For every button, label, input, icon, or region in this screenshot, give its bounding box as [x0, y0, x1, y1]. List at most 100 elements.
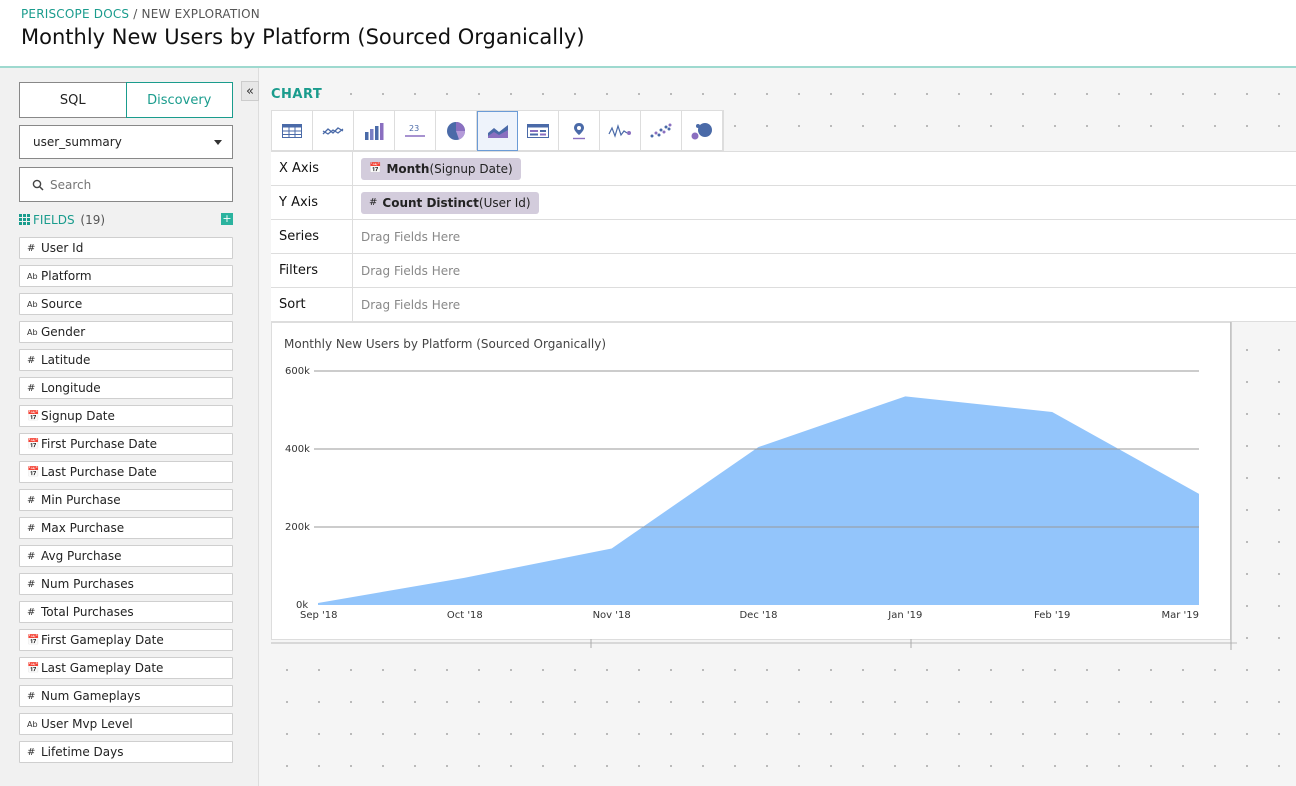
number-type-icon: #: [27, 690, 36, 702]
y-pill-function: Count Distinct: [382, 195, 479, 210]
collapse-sidebar-button[interactable]: «: [241, 81, 259, 101]
x-tick-label: Dec '18: [739, 610, 777, 621]
field-label: Signup Date: [41, 409, 115, 423]
sql-mode-tab[interactable]: SQL: [19, 82, 126, 118]
field-item[interactable]: Ab User Mvp Level: [19, 713, 233, 735]
x-axis-label: X Axis: [271, 151, 353, 186]
field-item[interactable]: # Longitude: [19, 377, 233, 399]
field-item[interactable]: # Total Purchases: [19, 601, 233, 623]
field-label: Latitude: [41, 353, 91, 367]
table-select-value: user_summary: [33, 135, 122, 149]
number-type-icon: #: [27, 578, 36, 590]
breadcrumb-home-link[interactable]: PERISCOPE DOCS: [21, 7, 130, 21]
field-label: Num Purchases: [41, 577, 134, 591]
area-chart: 0k 200k 400k 600k Sep '18 Oct '18 Nov '18 Dec '…: [285, 366, 1199, 621]
y-pill-field: (User Id): [478, 195, 531, 210]
field-item[interactable]: 📅 Last Purchase Date: [19, 461, 233, 483]
field-item[interactable]: # User Id: [19, 237, 233, 259]
pivot-table-icon: [527, 124, 549, 138]
field-item[interactable]: 📅 First Gameplay Date: [19, 629, 233, 651]
grid-icon: [19, 214, 30, 225]
field-item[interactable]: Ab Platform: [19, 265, 233, 287]
chart-type-scatter[interactable]: [641, 111, 682, 151]
field-item[interactable]: Ab Gender: [19, 321, 233, 343]
chart-type-map[interactable]: [559, 111, 600, 151]
field-item[interactable]: # Num Gameplays: [19, 685, 233, 707]
field-search[interactable]: [19, 167, 233, 202]
chart-type-pie[interactable]: [436, 111, 477, 151]
number-type-icon: #: [27, 494, 36, 506]
date-type-icon: 📅: [27, 438, 40, 450]
x-tick-label: Mar '19: [1161, 610, 1199, 621]
hash-icon: #: [369, 197, 378, 208]
x-tick-label: Feb '19: [1034, 610, 1070, 621]
search-icon: [32, 179, 44, 191]
chart-type-pivot[interactable]: [518, 111, 559, 151]
field-label: User Id: [41, 241, 84, 255]
field-label: Platform: [41, 269, 92, 283]
x-tick-label: Oct '18: [447, 610, 483, 621]
field-item[interactable]: # Lifetime Days: [19, 741, 233, 763]
page-title[interactable]: Monthly New Users by Platform (Sourced O…: [21, 25, 585, 49]
bar-chart-icon: [365, 123, 384, 140]
field-item[interactable]: # Min Purchase: [19, 489, 233, 511]
field-item[interactable]: 📅 First Purchase Date: [19, 433, 233, 455]
sidebar: SQL Discovery « user_summary FIELDS (19)…: [0, 68, 259, 786]
number-type-icon: #: [27, 550, 36, 562]
chart-type-number[interactable]: 23: [395, 111, 436, 151]
field-label: User Mvp Level: [41, 717, 133, 731]
add-field-button[interactable]: +: [221, 212, 233, 225]
number-type-icon: #: [27, 354, 36, 366]
field-item[interactable]: 📅 Last Gameplay Date: [19, 657, 233, 679]
field-slots: X Axis 📅 Month (Signup Date) Y Axis # Cou…: [271, 151, 1296, 322]
y-axis-slot: Y Axis # Count Distinct (User Id): [271, 185, 1296, 220]
x-tick-label: Jan '19: [887, 610, 922, 621]
chart-type-bar[interactable]: [354, 111, 395, 151]
field-label: First Gameplay Date: [41, 633, 164, 647]
breadcrumb-separator: /: [129, 7, 142, 21]
date-type-icon: 📅: [27, 410, 40, 422]
y-tick-label: 600k: [285, 366, 310, 377]
field-item[interactable]: # Max Purchase: [19, 517, 233, 539]
y-axis-label: Y Axis: [271, 185, 353, 220]
bubble-chart-icon: [691, 123, 712, 140]
x-tick-label: Sep '18: [300, 610, 338, 621]
svg-text:23: 23: [409, 124, 419, 133]
chart-type-line[interactable]: [313, 111, 354, 151]
chart-section-label: CHART: [271, 87, 323, 102]
chart-title: Monthly New Users by Platform (Sourced O…: [284, 337, 607, 351]
field-item[interactable]: # Num Purchases: [19, 573, 233, 595]
x-axis-slot: X Axis 📅 Month (Signup Date): [271, 151, 1296, 186]
field-label: Lifetime Days: [41, 745, 124, 759]
chart-type-table[interactable]: [272, 111, 313, 151]
sort-drop-hint: Drag Fields Here: [361, 297, 461, 312]
chart-widget[interactable]: Monthly New Users by Platform (Sourced O…: [271, 322, 1231, 640]
field-item[interactable]: Ab Source: [19, 293, 233, 315]
breadcrumb: PERISCOPE DOCS / NEW EXPLORATION: [21, 7, 260, 21]
x-pill-function: Month: [386, 161, 430, 176]
series-slot[interactable]: Series Drag Fields Here: [271, 219, 1296, 254]
x-tick-label: Nov '18: [593, 610, 631, 621]
y-axis-field-pill[interactable]: # Count Distinct (User Id): [361, 191, 539, 214]
chart-type-bubble[interactable]: [682, 111, 723, 151]
number-type-icon: #: [27, 382, 36, 394]
chart-type-area[interactable]: [477, 111, 518, 151]
discovery-mode-tab[interactable]: Discovery: [125, 82, 233, 118]
date-type-icon: 📅: [27, 662, 40, 674]
field-item[interactable]: # Avg Purchase: [19, 545, 233, 567]
field-item[interactable]: # Latitude: [19, 349, 233, 371]
field-item[interactable]: 📅 Signup Date: [19, 405, 233, 427]
text-type-icon: Ab: [27, 271, 38, 281]
search-input[interactable]: [50, 177, 220, 192]
chevron-down-icon: [214, 140, 222, 145]
filters-label: Filters: [271, 253, 353, 288]
field-label: First Purchase Date: [41, 437, 158, 451]
scatter-chart-icon: [650, 123, 672, 138]
line-chart-icon: [322, 127, 344, 135]
chart-type-sparkline[interactable]: [600, 111, 641, 151]
x-axis-field-pill[interactable]: 📅 Month (Signup Date): [361, 157, 521, 180]
text-type-icon: Ab: [27, 299, 38, 309]
table-select[interactable]: user_summary: [19, 125, 233, 159]
filters-slot[interactable]: Filters Drag Fields Here: [271, 253, 1296, 288]
sort-slot[interactable]: Sort Drag Fields Here: [271, 287, 1296, 322]
